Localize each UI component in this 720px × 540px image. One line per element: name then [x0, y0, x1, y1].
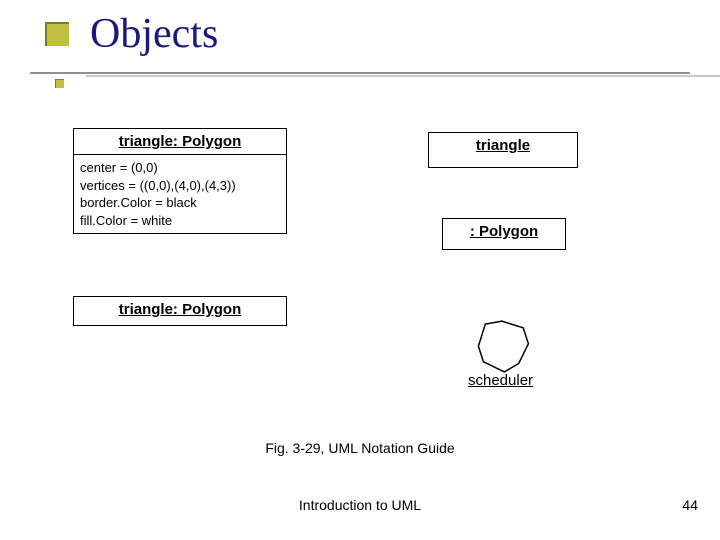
scheduler-label: scheduler	[468, 372, 533, 389]
uml-object-title: : Polygon	[443, 219, 565, 244]
uml-object-attrs: center = (0,0) vertices = ((0,0),(4,0),(…	[74, 155, 286, 233]
title-rule	[30, 72, 690, 74]
slide-title: Objects	[90, 10, 218, 58]
uml-object-title: triangle: Polygon	[74, 129, 286, 154]
uml-attr: center = (0,0)	[80, 159, 280, 177]
uml-attr: border.Color = black	[80, 194, 280, 212]
scheduler-active-object-icon	[463, 310, 543, 380]
uml-object-triangle-polygon-empty: triangle: Polygon	[73, 296, 287, 326]
uml-object-triangle: triangle	[428, 132, 578, 168]
uml-object-title: triangle	[429, 133, 577, 158]
uml-attr: fill.Color = white	[80, 212, 280, 230]
footer-text: Introduction to UML	[0, 497, 720, 513]
uml-attr: vertices = ((0,0),(4,0),(4,3))	[80, 177, 280, 195]
slide: Objects triangle: Polygon center = (0,0)…	[0, 0, 720, 540]
uml-object-title: triangle: Polygon	[74, 297, 286, 322]
uml-object-triangle-polygon-full: triangle: Polygon center = (0,0) vertice…	[73, 128, 287, 234]
subtitle-bullet-icon	[55, 79, 64, 88]
figure-caption: Fig. 3-29, UML Notation Guide	[0, 440, 720, 456]
page-number: 44	[682, 497, 698, 513]
title-bullet-icon	[45, 22, 69, 46]
uml-object-anon-polygon: : Polygon	[442, 218, 566, 250]
